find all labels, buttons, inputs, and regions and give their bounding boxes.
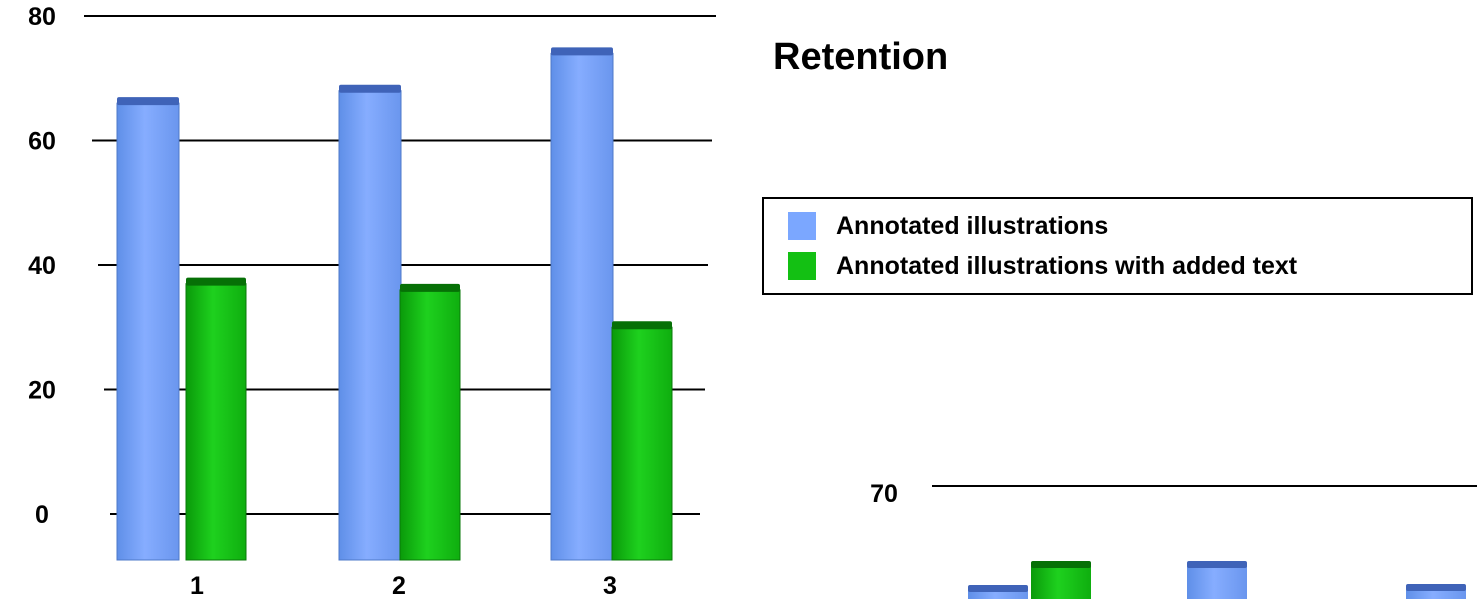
y-tick-label: 60 — [28, 128, 56, 156]
bar-annotated-illustrations-with-added-text — [612, 327, 672, 560]
x-tick-label: 3 — [603, 572, 617, 599]
bar-top-cap — [968, 585, 1028, 592]
bar-annotated-illustrations-with-added-text — [186, 284, 246, 560]
bar-top-cap — [1031, 561, 1091, 568]
legend: Annotated illustrations Annotated illust… — [762, 197, 1473, 295]
legend-item-added-text: Annotated illustrations with added text — [788, 251, 1297, 281]
bar-annotated-illustrations — [1187, 566, 1247, 599]
y-tick-label: 0 — [35, 501, 49, 529]
bar-annotated-illustrations — [339, 91, 401, 560]
x-tick-label: 1 — [190, 572, 204, 599]
chart-title: Retention — [773, 36, 948, 79]
bar-top-cap — [339, 85, 401, 93]
bar-top-cap — [1406, 584, 1466, 591]
y-tick-label: 70 — [870, 480, 898, 508]
bars — [117, 47, 672, 560]
y-tick-label: 40 — [28, 252, 56, 280]
bar-top-cap — [551, 47, 613, 55]
y-tick-label: 20 — [28, 377, 56, 405]
x-tick-label: 2 — [392, 572, 406, 599]
bar-top-cap — [400, 284, 460, 292]
second-chart: 70 — [870, 480, 1477, 599]
legend-label: Annotated illustrations with added text — [836, 252, 1297, 281]
bar-annotated-illustrations-with-added-text — [1031, 566, 1091, 599]
bar-annotated-illustrations — [551, 53, 613, 560]
y-axis-ticks: 80 60 40 20 0 — [28, 3, 56, 529]
bar-top-cap — [186, 278, 246, 286]
legend-item-annotated: Annotated illustrations — [788, 211, 1108, 241]
bar-top-cap — [1187, 561, 1247, 568]
bar-top-cap — [117, 97, 179, 105]
bar-annotated-illustrations — [117, 103, 179, 560]
y-tick-label: 80 — [28, 3, 56, 31]
bar-annotated-illustrations-with-added-text — [400, 290, 460, 560]
legend-swatch-blue — [788, 212, 816, 240]
x-axis-ticks: 1 2 3 — [190, 572, 617, 599]
legend-label: Annotated illustrations — [836, 212, 1108, 241]
bar-top-cap — [612, 321, 672, 329]
legend-swatch-green — [788, 252, 816, 280]
